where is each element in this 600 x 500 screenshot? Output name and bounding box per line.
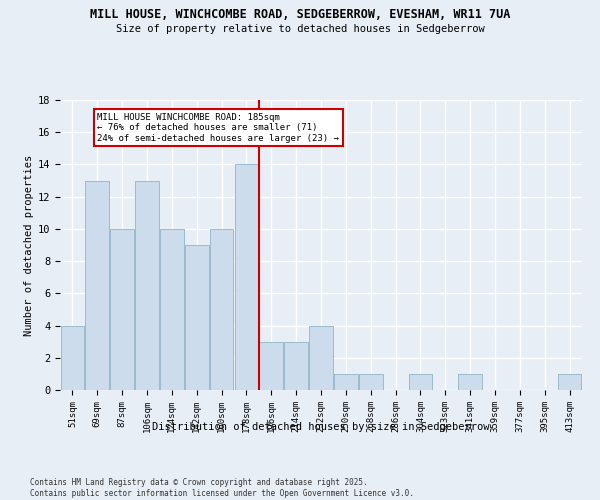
Bar: [85, 180, 109, 390]
Text: MILL HOUSE WINCHCOMBE ROAD: 185sqm
← 76% of detached houses are smaller (71)
24%: MILL HOUSE WINCHCOMBE ROAD: 185sqm ← 76%…: [97, 113, 339, 142]
Bar: [110, 229, 134, 390]
Bar: [284, 342, 308, 390]
Bar: [409, 374, 432, 390]
Bar: [61, 326, 84, 390]
Bar: [558, 374, 581, 390]
Text: Size of property relative to detached houses in Sedgeberrow: Size of property relative to detached ho…: [116, 24, 484, 34]
Bar: [210, 229, 233, 390]
Bar: [309, 326, 333, 390]
Y-axis label: Number of detached properties: Number of detached properties: [23, 154, 34, 336]
Bar: [458, 374, 482, 390]
Bar: [259, 342, 283, 390]
Bar: [135, 180, 159, 390]
Bar: [160, 229, 184, 390]
Text: MILL HOUSE, WINCHCOMBE ROAD, SEDGEBERROW, EVESHAM, WR11 7UA: MILL HOUSE, WINCHCOMBE ROAD, SEDGEBERROW…: [90, 8, 510, 20]
Bar: [359, 374, 383, 390]
Text: Contains HM Land Registry data © Crown copyright and database right 2025.
Contai: Contains HM Land Registry data © Crown c…: [30, 478, 414, 498]
Bar: [185, 245, 209, 390]
Bar: [334, 374, 358, 390]
Bar: [235, 164, 258, 390]
Text: Distribution of detached houses by size in Sedgeberrow: Distribution of detached houses by size …: [152, 422, 490, 432]
